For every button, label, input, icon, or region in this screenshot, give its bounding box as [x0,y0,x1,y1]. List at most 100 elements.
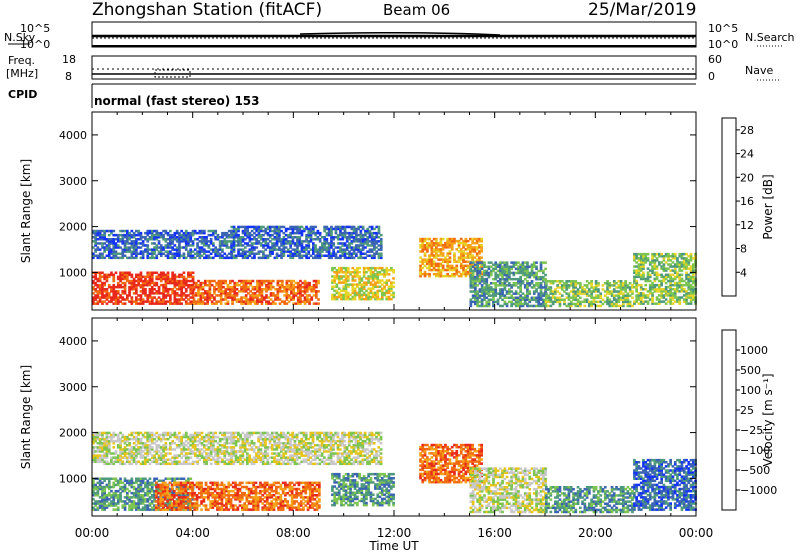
echo-cell [466,239,470,243]
echo-cell [171,273,174,277]
echo-cell [565,296,569,299]
echo-cell [259,229,263,233]
echo-cell [130,279,134,283]
echo-cell [567,294,571,297]
echo-cell [110,485,113,489]
echo-cell [453,237,456,241]
echo-cell [189,248,193,251]
echo-cell [669,302,672,305]
echo-cell [231,288,234,291]
echo-cell [255,225,258,229]
echo-cell [135,246,138,249]
echo-cell [459,241,463,245]
echo-cell [544,286,547,289]
echo-cell [439,252,443,255]
echo-cell [105,296,109,299]
echo-cell [480,244,483,247]
echo-cell [192,300,196,303]
echo-cell [164,244,168,247]
echo-cell [494,261,498,264]
echo-cell [514,267,518,271]
echo-cell [184,296,188,299]
echo-cell [480,248,483,251]
echo-cell [474,302,477,306]
colorbar-tick-label: 20 [740,171,754,184]
echo-cell [162,285,165,289]
echo-cell [206,296,209,299]
echo-cell [105,240,109,243]
echo-cell [274,298,277,301]
echo-cell [103,246,106,249]
echo-cell [336,246,340,249]
echo-cell [139,275,143,279]
echo-cell [494,263,498,266]
echo-cell [333,271,336,274]
echo-cell [241,250,245,253]
echo-cell [560,280,564,283]
echo-cell [207,244,211,247]
echo-cell [639,255,643,258]
echo-cell [346,291,350,295]
echo-cell [251,300,255,303]
echo-cell [144,236,147,239]
echo-cell [671,296,675,299]
echo-cell [178,252,181,255]
echo-cell [622,292,625,295]
echo-cell [250,233,254,237]
echo-cell [469,290,473,293]
echo-cell [221,233,224,237]
echo-cell [305,283,309,287]
echo-cell [208,290,212,293]
echo-cell [483,292,486,295]
echo-cell [175,481,178,485]
echo-cell [537,282,541,285]
echo-cell [105,290,109,293]
echo-cell [639,257,643,260]
echo-cell [92,256,95,260]
echo-cell [110,288,113,291]
echo-cell [345,236,349,239]
echo-cell [226,302,230,305]
echo-cell [227,233,231,237]
echo-cell [105,254,109,257]
echo-cell [633,275,636,279]
echo-cell [597,300,600,304]
echo-cell [298,242,302,245]
echo-cell [360,297,364,301]
echo-cell [483,282,486,285]
echo-cell [375,231,379,235]
echo-cell [508,288,511,291]
echo-cell [180,302,183,305]
echo-cell [361,244,365,247]
echo-cell [148,275,152,279]
echo-cell [590,286,593,289]
echo-cell [464,270,468,274]
echo-cell [521,302,525,306]
echo-cell [209,252,213,255]
echo-cell [189,288,193,291]
echo-cell [565,280,569,283]
echo-cell [669,275,672,279]
echo-cell [655,283,659,287]
echo-cell [644,288,648,291]
echo-cell [101,254,104,257]
echo-cell [471,280,475,283]
echo-cell [205,244,208,247]
echo-cell [119,246,122,249]
echo-cell [200,254,204,257]
echo-cell [275,229,279,233]
echo-cell [364,238,367,241]
echo-cell [505,273,509,277]
echo-cell [141,279,145,283]
echo-cell [239,240,243,243]
echo-cell [330,256,333,260]
echo-cell [492,302,495,306]
echo-cell [187,302,190,305]
echo-cell [519,275,522,279]
echo-cell [121,233,125,237]
echo-cell [669,292,672,295]
echo-cell [432,262,436,266]
echo-cell [523,261,527,264]
echo-cell [664,285,668,289]
echo-cell [572,302,575,306]
